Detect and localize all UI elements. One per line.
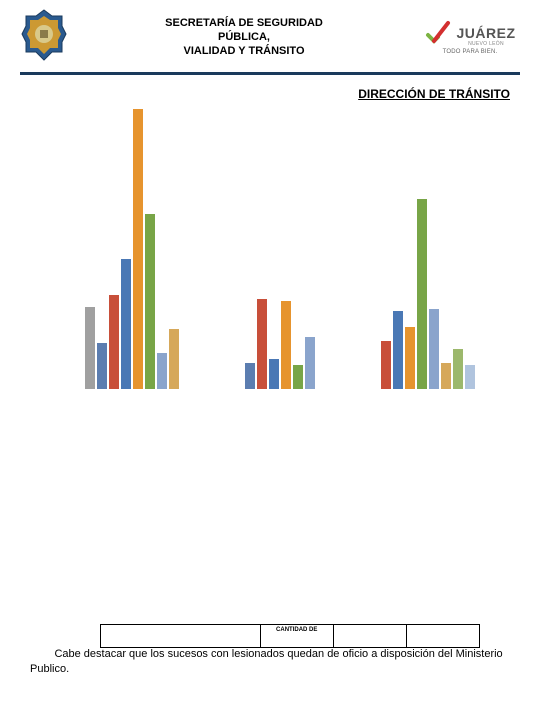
chart-bar [97, 343, 107, 389]
chart-bar [245, 363, 255, 389]
title-line-3: VIALIDAD Y TRÁNSITO [78, 44, 410, 58]
table-cell: CANTIDAD DE [261, 625, 334, 647]
table-cell [334, 625, 407, 647]
section-title: DIRECCIÓN DE TRÁNSITO [0, 75, 540, 109]
chart-bar [157, 353, 167, 389]
header-title: SECRETARÍA DE SEGURIDAD PÚBLICA, VIALIDA… [78, 16, 410, 59]
brand-sub: NUEVO LEÓN [456, 41, 515, 47]
chart-bar [85, 307, 95, 389]
chart-bar [169, 329, 179, 389]
table-header-label: CANTIDAD DE [261, 625, 333, 633]
juarez-logo: JUÁREZ NUEVO LEÓN TODO PARA BIEN. [420, 19, 520, 55]
chart-bar [269, 359, 279, 389]
title-line-2: PÚBLICA, [78, 30, 410, 44]
chart-bar [121, 259, 131, 389]
chart-bar [381, 341, 391, 389]
chart-bar [465, 365, 475, 389]
chart-bar [145, 214, 155, 389]
chart-bar [441, 363, 451, 389]
chart-bar [257, 299, 267, 389]
chart-bar [109, 295, 119, 389]
chart-bar [429, 309, 439, 389]
title-line-1: SECRETARÍA DE SEGURIDAD [78, 16, 410, 30]
brand-name: JUÁREZ [456, 25, 515, 41]
footer-note: Cabe destacar que los sucesos con lesion… [30, 647, 510, 676]
bar-group [356, 199, 500, 389]
bar-group [208, 299, 352, 389]
chart-bar [453, 349, 463, 389]
table-header-row: CANTIDAD DE [100, 624, 480, 648]
chart-bar [393, 311, 403, 389]
table-cell [407, 625, 479, 647]
chart-bar [305, 337, 315, 389]
footer-text-content: Cabe destacar que los sucesos con lesion… [30, 648, 503, 674]
police-badge-icon [20, 8, 68, 66]
bar-chart [60, 109, 500, 409]
document-header: SECRETARÍA DE SEGURIDAD PÚBLICA, VIALIDA… [0, 0, 540, 70]
chart-bar [281, 301, 291, 389]
juarez-mark: JUÁREZ NUEVO LEÓN [420, 19, 520, 47]
chart-bars-container [60, 109, 500, 389]
checkmark-icon [424, 19, 452, 47]
brand-tagline: TODO PARA BIEN. [420, 49, 520, 55]
chart-bar [293, 365, 303, 389]
chart-bar [417, 199, 427, 389]
table-cell [101, 625, 261, 647]
bar-group [60, 109, 204, 389]
chart-bar [133, 109, 143, 389]
chart-bar [405, 327, 415, 389]
